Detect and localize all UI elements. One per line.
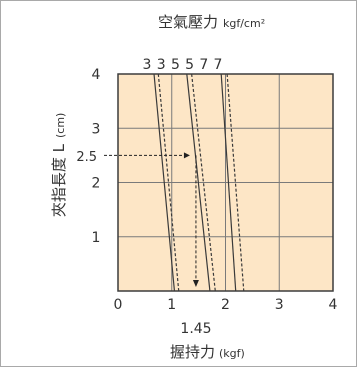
x-axis-unit: (kgf) xyxy=(219,347,245,360)
pressure-label: 3 xyxy=(157,57,166,73)
pressure-line-5-dashed xyxy=(191,73,216,292)
y-axis-label: 夾指長度 L xyxy=(50,143,68,217)
pressure-line-5-solid xyxy=(186,73,211,292)
y-tick-label: 1 xyxy=(92,230,101,246)
x-tick-label: 2 xyxy=(221,297,230,313)
x-tick-label: 4 xyxy=(329,297,338,313)
pressure-line-7-solid xyxy=(220,73,237,292)
plot-area xyxy=(104,73,334,292)
x-tick-labels: 0 1 2 3 4 xyxy=(114,297,338,313)
annotation-arrowhead-down xyxy=(192,280,199,287)
pressure-line-3-solid xyxy=(153,73,176,292)
annotation-arrowhead-right xyxy=(183,152,190,159)
pressure-line-7-dashed xyxy=(226,73,245,292)
y-tick-labels: 1 2 3 4 xyxy=(92,67,101,246)
y-tick-label: 3 xyxy=(92,121,101,137)
x-tick-label: 0 xyxy=(114,297,123,313)
y-axis-unit: (cm) xyxy=(54,113,67,138)
grid-lines xyxy=(118,74,333,291)
chart-title: 空氣壓力 xyxy=(158,13,218,31)
pressure-line-3-dashed xyxy=(157,73,180,292)
pressure-label: 3 xyxy=(143,57,152,73)
y-tick-label: 2 xyxy=(92,176,101,192)
annotation-y-label: 2.5 xyxy=(76,150,97,165)
pressure-label: 5 xyxy=(185,57,194,73)
pressure-label: 5 xyxy=(171,57,180,73)
x-tick-label: 3 xyxy=(275,297,284,313)
pressure-lines xyxy=(153,73,245,292)
y-tick-label: 4 xyxy=(92,67,101,83)
annotation-x-label: 1.45 xyxy=(180,321,211,337)
x-tick-label: 1 xyxy=(167,297,176,313)
x-axis-label: 握持力 xyxy=(170,343,215,361)
axes xyxy=(117,73,334,292)
pressure-label: 7 xyxy=(214,57,223,73)
reading-annotation xyxy=(104,152,199,287)
chart-title-unit: kgf/cm² xyxy=(223,17,265,30)
pressure-label: 7 xyxy=(199,57,208,73)
plot-border xyxy=(117,73,334,292)
